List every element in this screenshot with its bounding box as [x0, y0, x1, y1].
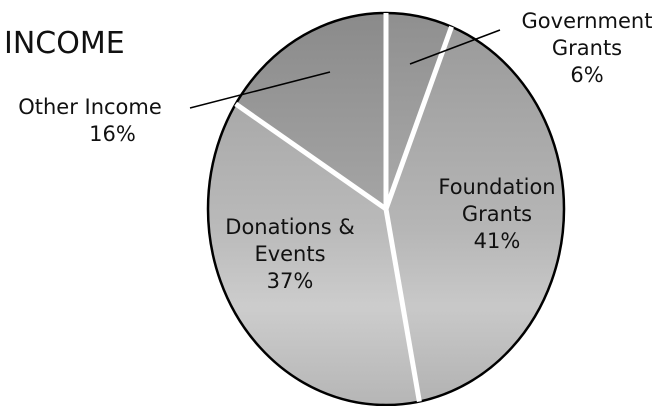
page: INCOME (() => { const data = JSON.parse(… [0, 0, 664, 406]
value-label: 37% [215, 268, 365, 295]
category-label: Other Income [0, 94, 180, 121]
value-label: 41% [412, 228, 582, 255]
category-label: Donations & Events [215, 214, 365, 268]
category-label: Government Grants [512, 8, 662, 62]
category-label: Foundation Grants [412, 174, 582, 228]
value-label: 16% [0, 121, 180, 148]
value-label: 6% [512, 62, 662, 89]
